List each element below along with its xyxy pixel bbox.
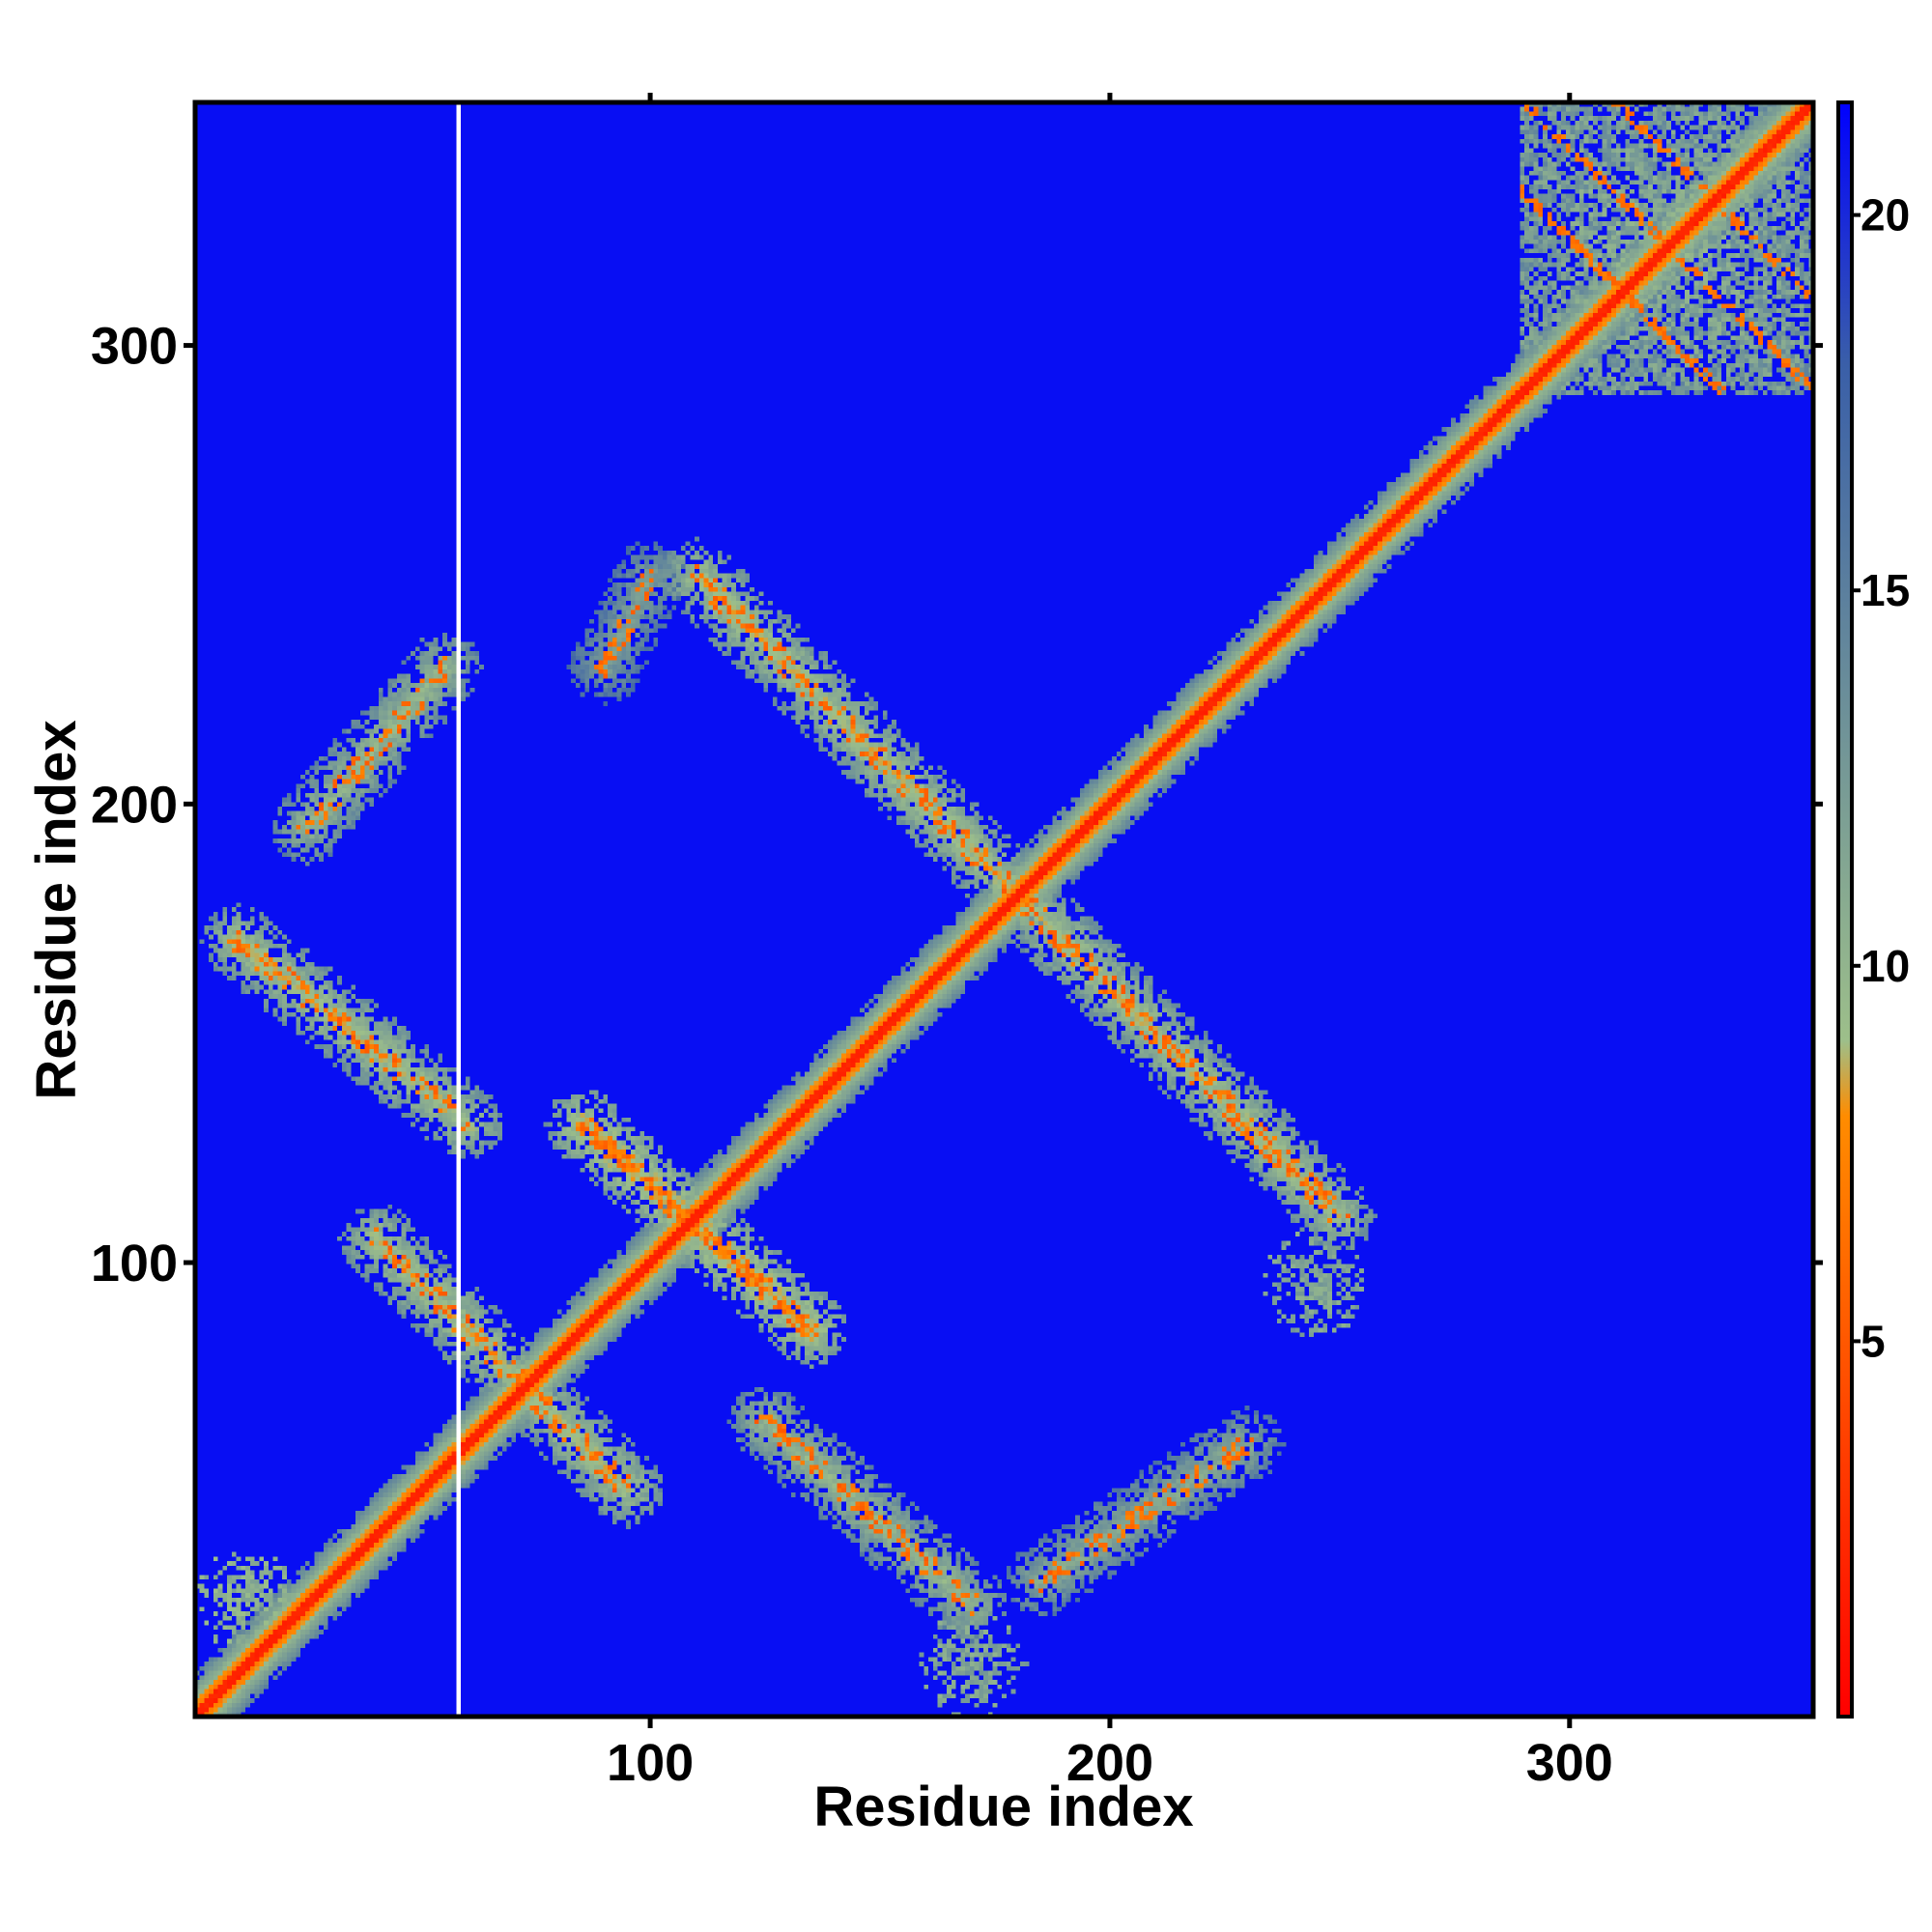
colorbar (1836, 100, 1854, 1719)
y-axis-title: Residue index (25, 720, 88, 1099)
colorbar-tick-label: 5 (1861, 1316, 1886, 1366)
y-tick-label: 300 (91, 318, 178, 376)
plot-frame (192, 99, 1816, 1719)
colorbar-tick-label: 10 (1861, 941, 1910, 991)
y-axis-ticks: 100 200 300 (91, 318, 1823, 1293)
colorbar-ticks: 5 10 15 20 (1852, 190, 1910, 1366)
y-tick-label: 100 (91, 1235, 178, 1293)
y-tick-label: 200 (91, 776, 178, 834)
x-axis-ticks: 100 200 300 (607, 93, 1613, 1792)
x-axis-title: Residue index (813, 1776, 1193, 1838)
heatmap-image (195, 102, 1813, 1717)
x-tick-label: 300 (1526, 1734, 1613, 1792)
colorbar-tick-label: 15 (1861, 565, 1910, 615)
colorbar-tick-label: 20 (1861, 190, 1910, 241)
x-tick-label: 100 (607, 1734, 694, 1792)
x-tick-label: 200 (1066, 1734, 1153, 1792)
